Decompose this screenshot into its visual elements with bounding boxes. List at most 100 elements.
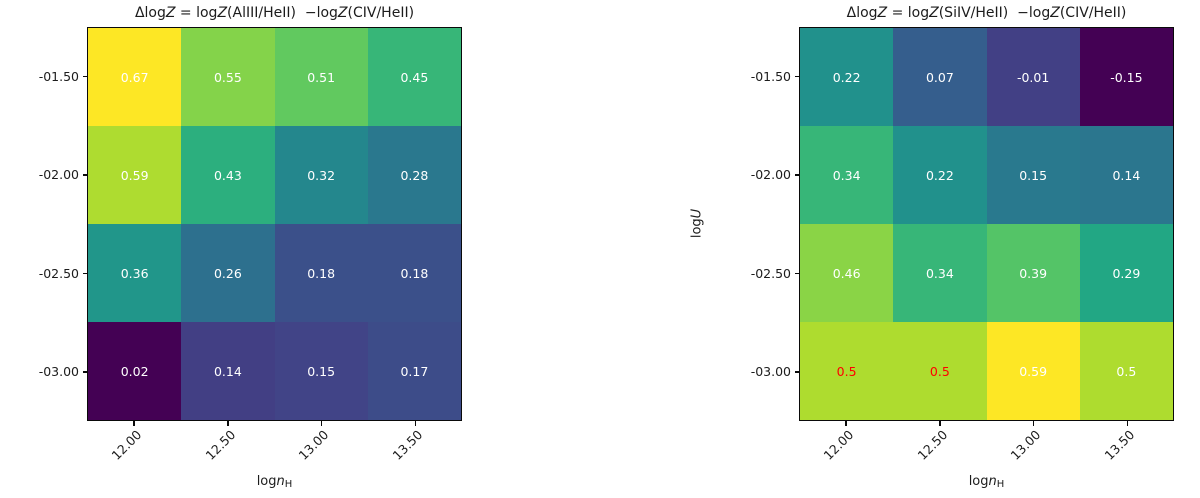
cell-value: 0.34: [832, 167, 861, 183]
x-tick-label: 13.50: [1101, 427, 1138, 463]
cell-value: 0.22: [925, 167, 954, 183]
cell-value: 0.22: [832, 69, 861, 85]
plot-title: ΔlogZ = logZ(AlIII/HeII) −logZ(CIV/HeII): [17, 4, 532, 22]
y-axis-label-var: U: [689, 208, 705, 219]
cell-value: 0.17: [400, 363, 429, 379]
heatmap-cell: 0.22: [800, 28, 894, 126]
y-tick-mark: [82, 272, 87, 274]
heatmap-cell: 0.43: [181, 126, 275, 224]
cell-value: 0.43: [213, 167, 242, 183]
heatmap-cell: 0.18: [274, 224, 368, 322]
heatmap-cell: -0.15: [1079, 28, 1173, 126]
x-tick-mark: [939, 421, 941, 426]
y-tick-label: -02.00: [750, 167, 791, 183]
y-tick-mark: [82, 75, 87, 77]
heatmap-cell: 0.26: [181, 224, 275, 322]
y-tick-mark: [82, 371, 87, 373]
heatmap-panel-right: ΔlogZ = logZ(SiIV/HeII) −logZ(CIV/HeII) …: [690, 0, 1174, 498]
cell-value: 0.5: [929, 363, 950, 379]
y-tick-label: -03.00: [38, 364, 79, 380]
heatmap-cell: 0.59: [986, 322, 1080, 420]
x-tick-mark: [845, 421, 847, 426]
title-segment: Z: [1050, 5, 1060, 21]
title-segment: Δlog: [846, 5, 878, 21]
title-segment: Z: [877, 5, 888, 21]
y-tick-labels: -01.50 -02.00 -02.50 -03.00: [21, 27, 79, 421]
heatmap-panel-left: ΔlogZ = logZ(AlIII/HeII) −logZ(CIV/HeII)…: [39, 0, 462, 498]
cell-value: 0.34: [925, 265, 954, 281]
title-segment: −log: [1008, 5, 1051, 21]
heatmap-cell: 0.55: [181, 28, 275, 126]
x-tick-label: 12.50: [914, 427, 951, 463]
title-segment: −log: [295, 5, 338, 21]
title-segment: Z: [929, 5, 939, 21]
y-axis-label-text: log: [689, 218, 705, 239]
heatmap-cell: 0.39: [986, 224, 1080, 322]
y-tick-label: -03.00: [750, 364, 791, 380]
heatmap-cell: 0.28: [367, 126, 461, 224]
cell-value: 0.5: [1116, 363, 1137, 379]
x-tick-mark: [1126, 421, 1128, 426]
x-tick-label: 13.00: [295, 427, 332, 463]
cell-value: 0.39: [1019, 265, 1048, 281]
cell-value: 0.07: [925, 69, 954, 85]
y-tick-label: -02.50: [38, 265, 79, 281]
heatmap-cell: -0.01: [986, 28, 1080, 126]
heatmap-cell: 0.18: [367, 224, 461, 322]
heatmap-cell: 0.17: [367, 322, 461, 420]
cell-value: 0.15: [307, 363, 336, 379]
cell-value: 0.15: [1019, 167, 1048, 183]
heatmap-cell: 0.5: [1079, 322, 1173, 420]
cell-value: 0.26: [213, 265, 242, 281]
cell-value: 0.67: [120, 69, 149, 85]
heatmap-cell: 0.29: [1079, 224, 1173, 322]
cell-value: 0.18: [307, 265, 336, 281]
heatmap-cell: 0.15: [986, 126, 1080, 224]
y-tick-mark: [794, 174, 799, 176]
cell-value: 0.28: [400, 167, 429, 183]
heatmap-cell: 0.34: [800, 126, 894, 224]
y-tick-mark: [794, 371, 799, 373]
y-axis-label: logU: [690, 194, 707, 254]
cell-value: 0.14: [213, 363, 242, 379]
x-axis-label: lognH: [87, 474, 462, 490]
y-tick-label: -02.00: [38, 167, 79, 183]
title-segment: Δlog: [134, 5, 166, 21]
heatmap-cell: 0.14: [181, 322, 275, 420]
y-tick-label: -01.50: [38, 68, 79, 84]
title-segment: Z: [165, 5, 176, 21]
heatmap-cell: 0.32: [274, 126, 368, 224]
x-tick-mark: [1032, 421, 1034, 426]
cell-value: 0.18: [400, 265, 429, 281]
heatmap-cell: 0.07: [893, 28, 987, 126]
cell-value: 0.5: [836, 363, 857, 379]
heatmap-cell: 0.15: [274, 322, 368, 420]
heatmap-cell: 0.46: [800, 224, 894, 322]
cell-value: 0.59: [120, 167, 149, 183]
cell-value: 0.55: [213, 69, 242, 85]
heatmap-grid: 0.67 0.55 0.51 0.45 0.59 0.43 0.32 0.28 0.36 0.26…: [87, 27, 462, 421]
title-segment: Z: [217, 5, 228, 21]
x-axis-label-text: log: [256, 474, 277, 489]
x-tick-mark: [320, 421, 322, 426]
title-segment: (CIV/HeII): [1059, 5, 1127, 21]
cell-value: 0.36: [120, 265, 149, 281]
heatmap-cell: 0.45: [367, 28, 461, 126]
cell-value: 0.14: [1112, 167, 1141, 183]
cell-value: -0.01: [1016, 69, 1050, 85]
x-tick-label: 12.00: [108, 427, 145, 463]
x-axis-label-var: n: [276, 474, 285, 489]
cell-value: 0.29: [1112, 265, 1141, 281]
heatmap-cell: 0.36: [88, 224, 182, 322]
cell-value: 0.45: [400, 69, 429, 85]
cell-value: 0.51: [307, 69, 336, 85]
plot-title: ΔlogZ = logZ(SiIV/HeII) −logZ(CIV/HeII): [729, 4, 1200, 22]
y-tick-label: -02.50: [750, 265, 791, 281]
heatmap-cell: 0.5: [800, 322, 894, 420]
x-axis-label-text: log: [968, 474, 989, 489]
title-segment: (CIV/HeII): [347, 5, 415, 21]
x-tick-label: 12.00: [820, 427, 857, 463]
x-tick-mark: [133, 421, 135, 426]
cell-value: -0.15: [1110, 69, 1143, 85]
heatmap-cell: 0.51: [274, 28, 368, 126]
